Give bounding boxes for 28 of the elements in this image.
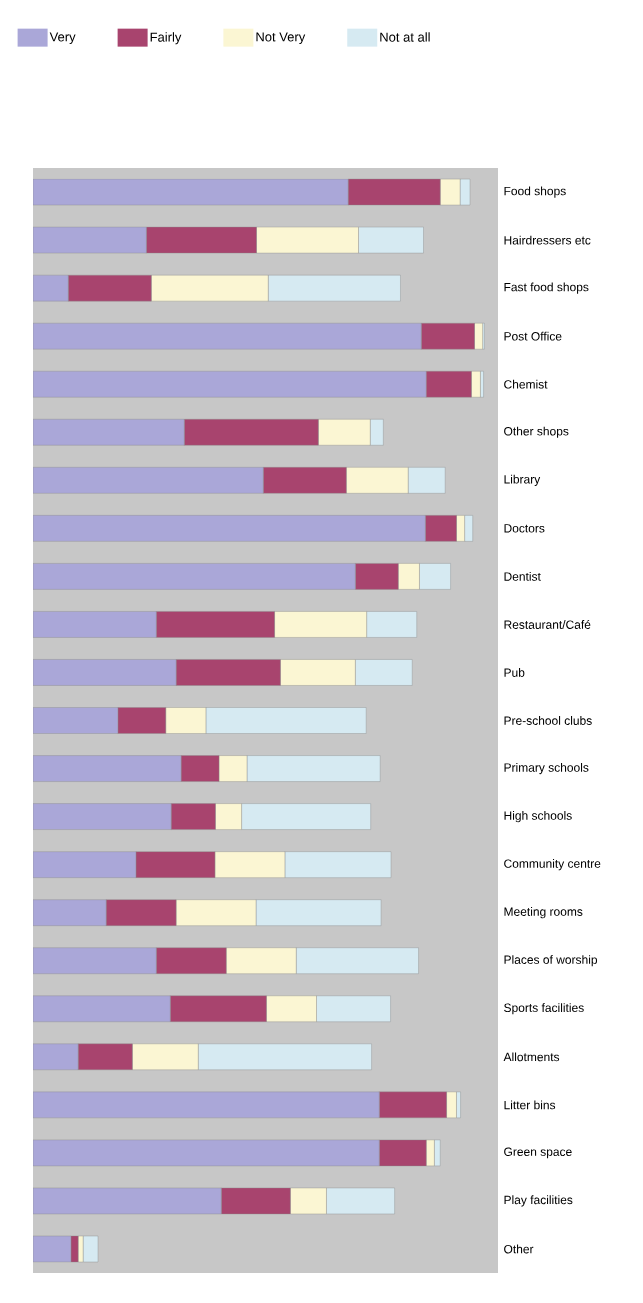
y-tick-label: Other shops — [504, 426, 569, 438]
y-tick-label: Pre-school clubs — [504, 716, 592, 725]
y-tick-label: Community centre — [504, 859, 601, 871]
y-tick-label: Dentist — [504, 571, 541, 581]
y-tick-label: Chemist — [504, 379, 548, 389]
y-tick-label: Litter bins — [504, 1100, 556, 1110]
legend-label: Very — [49, 32, 76, 45]
y-tick-label: Allotments — [503, 1052, 560, 1062]
y-tick-label: Play facilities — [504, 1195, 573, 1207]
legend-label: Fairly — [150, 32, 182, 45]
y-tick-label: Places of worship — [504, 955, 598, 967]
y-tick-label: Primary schools — [504, 762, 589, 775]
y-tick-label: Library — [504, 474, 541, 486]
y-tick-label: Doctors — [504, 524, 545, 533]
y-tick-label: Other — [504, 1244, 534, 1254]
y-tick-label: Pub — [504, 668, 525, 677]
y-tick-label: Food shops — [504, 186, 566, 198]
y-tick-label: Sports facilities — [504, 1003, 584, 1015]
bar — [82, 1235, 99, 1263]
y-tick-label: Fast food shops — [504, 282, 589, 294]
y-tick-label: Meeting rooms — [504, 907, 583, 919]
y-tick-label: High schools — [504, 811, 572, 823]
y-tick-label: Restaurant/Café — [504, 619, 591, 629]
y-tick-label: Post Office — [504, 331, 562, 341]
legend-label: Not at all — [380, 32, 430, 42]
y-tick-label: Green space — [504, 1147, 572, 1159]
legend-label: Not Very — [256, 32, 306, 45]
y-tick-label: Hairdressers etc — [504, 235, 591, 245]
